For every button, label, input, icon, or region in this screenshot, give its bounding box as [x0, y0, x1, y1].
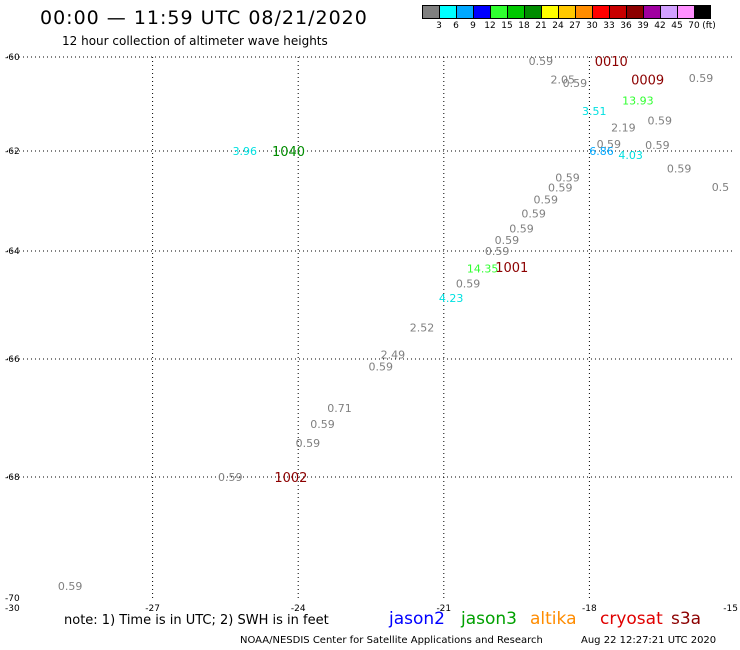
scale-swatch: [609, 5, 626, 19]
wave-height-label: 0.59: [555, 172, 580, 185]
buoy-station-label: 0010: [595, 55, 628, 70]
buoy-station-label: 1001: [495, 261, 528, 276]
scale-label: 6: [453, 21, 459, 31]
wave-height-label: 0.59: [521, 208, 546, 221]
scale-swatch: [660, 5, 677, 19]
scale-swatch: [677, 5, 694, 19]
scale-swatch: [643, 5, 660, 19]
buoy-station-label: 1040: [272, 145, 305, 160]
wave-height-label: 0.59: [648, 114, 673, 127]
scale-swatch: [575, 5, 592, 19]
wave-height-label: 0.59: [485, 245, 510, 258]
wave-height-label: 0.71: [327, 402, 352, 415]
page-title: 00:00 — 11:59 UTC 08/21/2020: [40, 7, 368, 29]
longitude-tick-label: -15: [723, 604, 738, 614]
scale-label: 30: [586, 21, 598, 31]
longitude-tick-label: -18: [582, 604, 597, 614]
scale-swatch: [422, 5, 439, 19]
longitude-tick-label: -21: [436, 604, 451, 614]
scale-swatch: [541, 5, 558, 19]
wave-height-label: 0.59: [533, 194, 558, 207]
scale-label: 12: [484, 21, 496, 31]
satellite-legend-jason2: jason2: [389, 609, 445, 629]
color-scale-swatches: [422, 5, 711, 19]
footer-note: note: 1) Time is in UTC; 2) SWH is in fe…: [64, 613, 329, 628]
satellite-legend-altika: altika: [530, 609, 577, 629]
scale-label: 24: [552, 21, 564, 31]
scale-swatch: [507, 5, 524, 19]
scale-swatch: [490, 5, 507, 19]
scale-label: 15: [501, 21, 513, 31]
wave-height-label: 2.49: [381, 349, 406, 362]
scale-unit-label: (ft): [702, 21, 716, 31]
scale-label: 3: [436, 21, 442, 31]
scale-swatch: [592, 5, 609, 19]
wave-height-label: 14.35: [467, 262, 499, 275]
latitude-tick-label: -68: [5, 473, 20, 483]
wave-height-label: 0.59: [218, 471, 243, 484]
wave-height-label: 0.59: [563, 77, 588, 90]
scale-label: 45: [671, 21, 683, 31]
scale-swatch: [694, 5, 711, 19]
wave-height-label: 0.59: [495, 234, 520, 247]
latitude-tick-label: -70: [5, 594, 20, 604]
wave-height-label: 0.59: [529, 55, 554, 68]
satellite-legend-cryosat: cryosat: [600, 609, 663, 629]
wave-height-label: 6.86: [589, 145, 614, 158]
wave-height-label: 0.59: [456, 277, 481, 290]
wave-height-label: 0.59: [597, 138, 622, 151]
scale-swatch: [473, 5, 490, 19]
wave-height-label: 0.59: [645, 139, 670, 152]
scale-swatch: [456, 5, 473, 19]
longitude-tick-label: -27: [145, 604, 160, 614]
satellite-legend-s3a: s3a: [671, 609, 702, 629]
scale-swatch: [626, 5, 643, 19]
wave-height-label: 0.59: [368, 361, 393, 374]
scale-label: 27: [569, 21, 581, 31]
wave-height-label: 0.59: [667, 163, 692, 176]
scale-label: 21: [535, 21, 547, 31]
buoy-station-label: 1002: [274, 471, 307, 486]
wave-height-label: 0.5: [712, 181, 730, 194]
latitude-tick-label: -60: [5, 53, 20, 63]
timestamp-text: Aug 22 12:27:21 UTC 2020: [581, 635, 717, 646]
wave-height-label: 2.52: [410, 322, 435, 335]
wave-height-label: 0.59: [548, 182, 573, 195]
scale-swatch: [524, 5, 541, 19]
wave-height-label: 4.03: [618, 149, 643, 162]
credit-text: NOAA/NESDIS Center for Satellite Applica…: [240, 635, 543, 646]
latitude-tick-label: -66: [5, 355, 20, 365]
scale-label: 42: [654, 21, 666, 31]
wave-height-label: 2.05: [550, 74, 575, 87]
latitude-tick-label: -64: [5, 247, 20, 257]
wave-height-label: 0.59: [509, 223, 534, 236]
scale-label: 39: [637, 21, 649, 31]
wave-height-label: 3.96: [233, 145, 258, 158]
wave-height-label: 4.23: [439, 292, 464, 305]
scale-label: 18: [518, 21, 530, 31]
latitude-tick-label: -62: [5, 147, 20, 157]
longitude-tick-label: -30: [5, 604, 20, 614]
scale-label: 33: [603, 21, 615, 31]
satellite-legend-jason3: jason3: [461, 609, 517, 629]
scale-label: 9: [470, 21, 476, 31]
wave-height-label: 0.59: [58, 580, 83, 593]
wave-height-label: 0.59: [310, 418, 335, 431]
scale-swatch: [439, 5, 456, 19]
wave-height-label: 13.93: [622, 95, 654, 108]
wave-height-label: 2.19: [611, 122, 636, 135]
wave-height-label: 0.59: [689, 72, 714, 85]
wave-height-label: 0.59: [296, 437, 321, 450]
page-subtitle: 12 hour collection of altimeter wave hei…: [62, 34, 328, 48]
buoy-station-label: 0009: [631, 74, 664, 89]
scale-label: 36: [620, 21, 632, 31]
longitude-tick-label: -24: [291, 604, 306, 614]
scale-swatch: [558, 5, 575, 19]
color-scale-labels: 3 6 9 12 15 18 21 24 27 30 33 36 39 42 45 70 (ft): [422, 19, 716, 31]
scale-label: 70: [688, 21, 700, 31]
wave-height-label: 3.51: [582, 105, 607, 118]
color-scale-legend: 3 6 9 12 15 18 21 24 27 30 33 36 39 42 45 70 (ft): [422, 5, 716, 31]
